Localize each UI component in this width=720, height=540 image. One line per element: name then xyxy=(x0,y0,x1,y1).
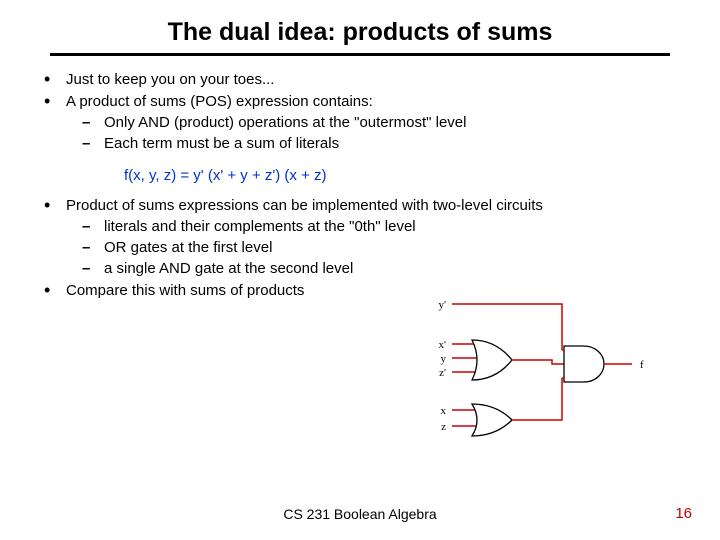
footer-page-number: 16 xyxy=(675,505,692,522)
slide-content: Just to keep you on your toes... A produ… xyxy=(0,70,720,302)
sub-item: Each term must be a sum of literals xyxy=(82,134,686,154)
svg-text:y': y' xyxy=(439,299,447,311)
svg-text:z: z xyxy=(441,421,446,433)
svg-text:y: y xyxy=(441,353,447,365)
sub-list: Only AND (product) operations at the "ou… xyxy=(66,113,686,155)
sub-item: a single AND gate at the second level xyxy=(82,259,686,279)
svg-text:z': z' xyxy=(439,367,446,379)
bullet-text: Product of sums expressions can be imple… xyxy=(66,197,543,214)
slide-title: The dual idea: products of sums xyxy=(0,0,720,53)
sub-item: OR gates at the first level xyxy=(82,238,686,258)
bullet-item: Just to keep you on your toes... xyxy=(44,70,686,90)
title-underline xyxy=(50,53,670,56)
bullet-list-2: Product of sums expressions can be imple… xyxy=(34,196,686,301)
bullet-item: Product of sums expressions can be imple… xyxy=(44,196,686,279)
sub-item: Only AND (product) operations at the "ou… xyxy=(82,113,686,133)
sub-list: literals and their complements at the "0… xyxy=(66,217,686,280)
svg-text:x: x xyxy=(441,405,447,417)
bullet-item: A product of sums (POS) expression conta… xyxy=(44,92,686,154)
footer-course: CS 231 Boolean Algebra xyxy=(0,506,720,522)
svg-text:f: f xyxy=(640,359,644,371)
formula-text: f(x, y, z) = y' (x' + y + z') (x + z) xyxy=(34,156,686,196)
svg-text:x': x' xyxy=(439,339,447,351)
sub-item: literals and their complements at the "0… xyxy=(82,217,686,237)
circuit-diagram: y' x' y z' xz f xyxy=(432,292,662,452)
bullet-text: A product of sums (POS) expression conta… xyxy=(66,93,373,110)
bullet-list-1: Just to keep you on your toes... A produ… xyxy=(34,70,686,154)
